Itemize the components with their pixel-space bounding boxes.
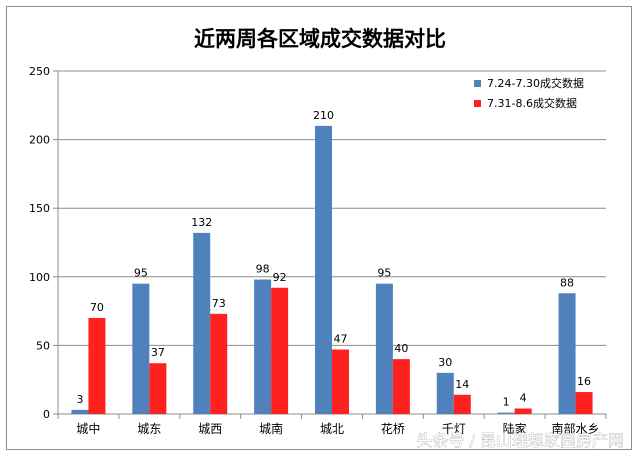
bar	[558, 293, 576, 414]
data-label: 4	[520, 392, 527, 405]
data-label: 132	[191, 216, 212, 229]
legend-label: 7.31-8.6成交数据	[487, 96, 577, 110]
chart-title: 近两周各区域成交数据对比	[194, 27, 446, 51]
x-tick-label: 城东	[137, 422, 161, 436]
y-tick-label: 50	[36, 339, 50, 352]
legend: 7.24-7.30成交数据 7.31-8.6成交数据	[474, 76, 584, 110]
bar	[271, 287, 289, 414]
data-labels: 3 95 132 98 210 95 30 1 88 70 37 73 92 47 40 14 4 16	[76, 109, 591, 409]
bar	[149, 363, 167, 414]
watermark: 头条号 / 昆山理想家园房产网	[416, 431, 624, 450]
bar	[453, 394, 471, 414]
x-tick-label: 城西	[198, 422, 222, 436]
data-label: 47	[334, 333, 348, 346]
bar	[71, 409, 89, 414]
data-label: 92	[273, 271, 287, 284]
data-label: 95	[377, 267, 391, 280]
x-tick-label: 城北	[320, 422, 344, 436]
data-label: 1	[503, 396, 510, 409]
bars	[71, 125, 593, 414]
y-tick-label: 250	[29, 65, 50, 78]
data-label: 73	[212, 297, 226, 310]
bar	[315, 125, 332, 414]
x-tick-label: 千灯	[442, 422, 466, 436]
data-label: 16	[577, 375, 591, 388]
bar	[514, 408, 532, 414]
data-label: 70	[90, 301, 104, 314]
data-label: 37	[151, 346, 165, 359]
data-label: 95	[134, 267, 148, 280]
data-label: 88	[560, 276, 574, 289]
bar	[436, 372, 454, 414]
bar	[575, 392, 593, 414]
bar	[332, 349, 349, 414]
y-axis: 0 50 100 150 200 250	[29, 65, 59, 421]
bar	[132, 283, 150, 414]
bar	[375, 283, 393, 414]
legend-label: 7.24-7.30成交数据	[487, 76, 584, 90]
data-label: 98	[256, 263, 270, 276]
x-tick-label: 陆家	[503, 421, 527, 436]
data-label: 210	[313, 109, 334, 122]
bar	[88, 317, 106, 414]
bar	[193, 232, 211, 414]
data-label: 40	[394, 342, 408, 355]
y-tick-label: 0	[43, 408, 50, 421]
x-tick-label: 城中	[76, 421, 100, 436]
bar	[210, 313, 228, 414]
legend-swatch	[474, 80, 481, 87]
y-tick-label: 200	[29, 134, 50, 147]
bar	[392, 359, 410, 414]
x-tick-label: 花桥	[381, 421, 405, 436]
bar	[497, 412, 515, 414]
y-tick-label: 150	[29, 202, 50, 215]
bar	[254, 279, 272, 414]
data-label: 14	[455, 378, 469, 391]
x-tick-label: 南部水乡	[552, 421, 600, 436]
y-tick-label: 100	[29, 271, 50, 284]
legend-swatch	[474, 100, 481, 107]
data-label: 3	[76, 393, 83, 406]
x-tick-label: 城南	[259, 421, 283, 436]
data-label: 30	[438, 356, 452, 369]
